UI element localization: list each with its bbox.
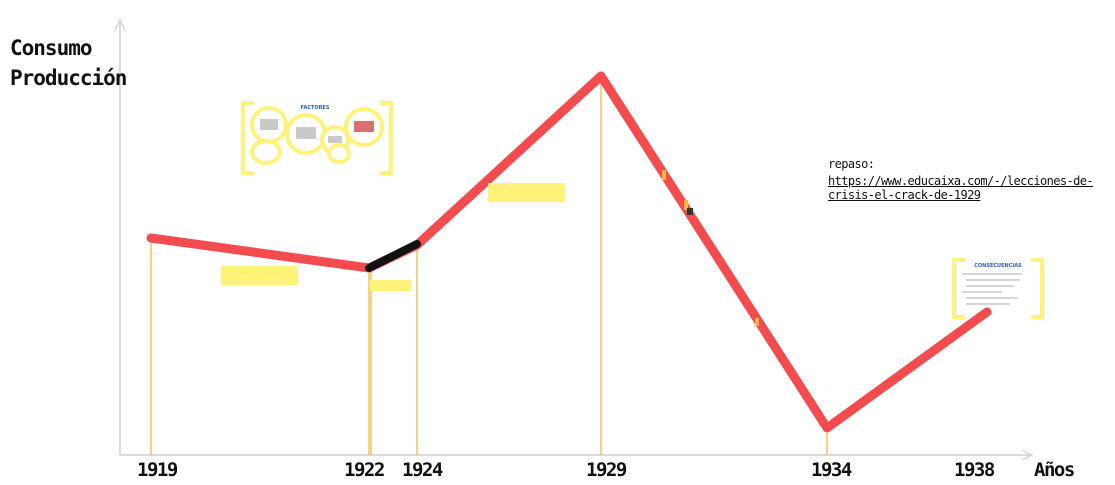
- descent-marks: [662, 170, 759, 326]
- year-label-1929: 1929: [586, 459, 627, 481]
- consecuencias-text-line-6: [966, 303, 1010, 305]
- mark-1: [662, 170, 666, 180]
- consecuencias-title: CONSECUENCIAS: [974, 263, 1022, 269]
- consecuencias-text-line-4: [962, 291, 1002, 293]
- repaso-link[interactable]: https://www.educaixa.com/-/lecciones-de-…: [828, 174, 1094, 202]
- note-recuperacion[interactable]: [370, 280, 411, 291]
- mark-3: [755, 318, 759, 326]
- factores-bracket-left: [241, 101, 254, 175]
- year-guides: [150, 76, 828, 455]
- trend-line: [146, 71, 992, 433]
- factores-circle-2[interactable]: [250, 139, 282, 165]
- consecuencias-bracket-left: [952, 258, 965, 319]
- factores-bracket-right: [380, 101, 393, 175]
- mark-dark: [687, 208, 693, 215]
- consecuencias-text-line-5: [966, 297, 1018, 299]
- y-axis-arrow: [114, 18, 126, 31]
- mark-2: [684, 200, 688, 210]
- year-label-1922: 1922: [344, 459, 385, 481]
- repaso-label: repaso:: [828, 157, 875, 171]
- x-axis-arrow: [1021, 449, 1034, 461]
- year-label-1938: 1938: [954, 459, 995, 481]
- factores-title: FACTORES: [300, 105, 330, 111]
- consecuencias-text-line-3: [966, 285, 1014, 287]
- x-axis-label: Años: [1034, 459, 1075, 481]
- consecuencias-text-line-1: [962, 273, 1022, 275]
- year-label-1924: 1924: [402, 459, 443, 481]
- factores-circle-5[interactable]: [327, 143, 351, 164]
- note-expansion[interactable]: [488, 183, 565, 202]
- y-axis-label-produccion: Producción: [10, 66, 127, 90]
- consecuencias-text-line-2: [966, 279, 1020, 281]
- consecuencias-bracket-right: [1031, 258, 1044, 319]
- factores-circle-6[interactable]: [344, 107, 384, 147]
- note-posguerra[interactable]: [221, 266, 298, 285]
- recovery-segment: [365, 240, 421, 272]
- year-label-1934: 1934: [811, 459, 852, 481]
- y-axis-label-consumo: Consumo: [10, 36, 93, 60]
- year-label-1919: 1919: [137, 459, 178, 481]
